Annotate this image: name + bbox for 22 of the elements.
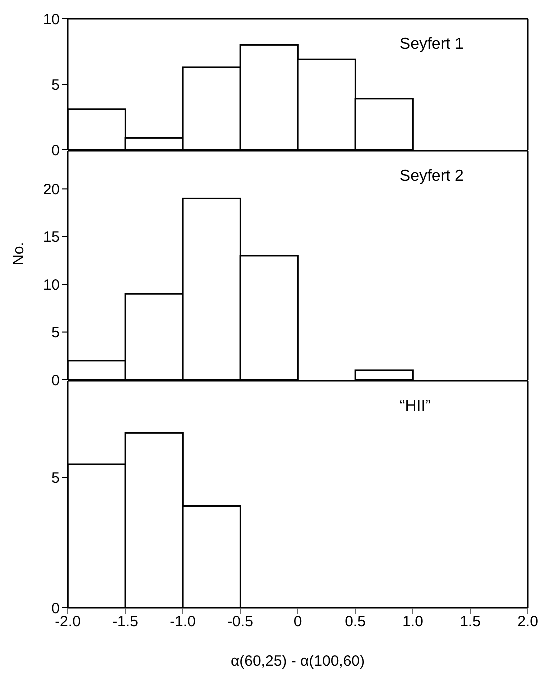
y-tick-label: 10 xyxy=(43,276,60,294)
annotation: Seyfert 1 xyxy=(400,36,464,54)
y-tick-label: 5 xyxy=(52,324,60,342)
y-tick-label: 20 xyxy=(43,181,60,198)
annotation: “HII” xyxy=(400,398,432,416)
x-tick-label: -1.0 xyxy=(170,614,196,631)
x-tick-label: 0.5 xyxy=(345,614,366,631)
y-tick-label: 0 xyxy=(52,142,60,160)
annotation: Seyfert 2 xyxy=(400,168,464,186)
x-tick-label: 1.0 xyxy=(402,614,424,631)
x-tick-label: -1.5 xyxy=(112,614,138,631)
x-axis-title: α(60,25) - α(100,60) xyxy=(230,653,366,670)
y-tick-label: 10 xyxy=(43,11,60,28)
y-tick-label: 5 xyxy=(52,76,60,94)
y-tick-label: 15 xyxy=(43,229,60,246)
y-axis-title: No. xyxy=(10,242,28,266)
x-tick-label: 1.5 xyxy=(460,614,481,631)
x-tick-label: 0 xyxy=(294,614,302,631)
x-tick-label: 2.0 xyxy=(518,614,538,631)
x-tick-label: -0.5 xyxy=(228,614,254,631)
y-tick-label: 5 xyxy=(52,470,60,487)
y-tick-label: 0 xyxy=(52,372,60,390)
